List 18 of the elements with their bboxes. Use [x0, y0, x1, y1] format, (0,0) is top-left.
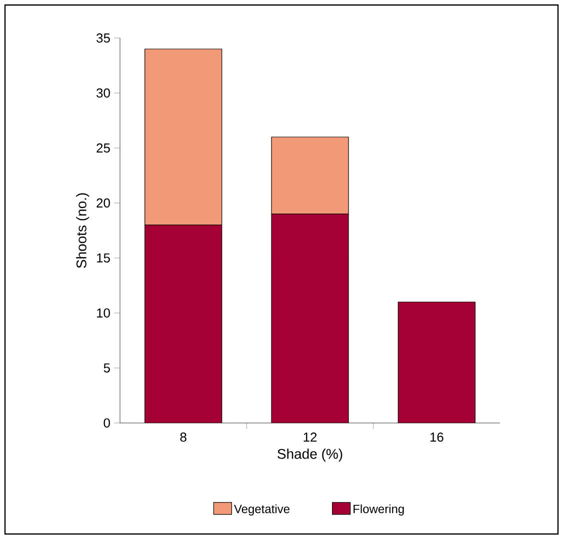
x-tick-label: 16 — [430, 432, 444, 442]
y-tick-label: 5 — [104, 363, 110, 373]
y-tick-label: 35 — [96, 33, 110, 43]
y-tick-label: 10 — [97, 308, 110, 318]
bar — [272, 214, 348, 423]
y-tick-label: 15 — [97, 253, 110, 263]
legend-label: Flowering — [354, 504, 404, 516]
y-tick-label: 25 — [96, 143, 110, 153]
y-tick-label: 0 — [104, 418, 110, 428]
x-axis-title: Shade (%) — [278, 448, 342, 462]
y-tick-label: 30 — [96, 88, 110, 98]
y-axis-title: Shoots (no.) — [76, 193, 90, 268]
legend-label: Vegetative — [234, 504, 290, 516]
y-tick-label: 20 — [96, 198, 110, 208]
x-tick-label: 8 — [180, 432, 186, 442]
bar — [144, 224, 222, 423]
x-tick-label: 12 — [304, 432, 317, 442]
bar — [398, 302, 476, 423]
